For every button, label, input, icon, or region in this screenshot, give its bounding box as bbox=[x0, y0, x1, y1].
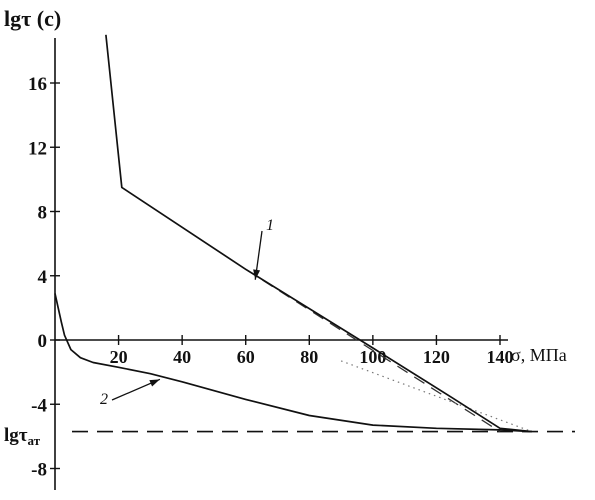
extrapolation-line bbox=[341, 361, 532, 432]
ticks: -8-4048121620406080100120140 bbox=[28, 74, 514, 481]
x-tick-label: 20 bbox=[110, 347, 128, 367]
callouts: 12 bbox=[100, 217, 274, 408]
y-tick-label: 16 bbox=[28, 74, 47, 95]
y-tick-label: 4 bbox=[38, 267, 48, 288]
y-axis-title: lgτ (c) bbox=[4, 6, 61, 31]
x-tick-label: 40 bbox=[173, 347, 191, 367]
callout-arrowhead bbox=[149, 379, 160, 386]
y-tick-label: -4 bbox=[31, 395, 47, 416]
series-label: 1 bbox=[266, 217, 274, 234]
x-tick-label: 140 bbox=[487, 347, 514, 367]
y-tick-label: -8 bbox=[31, 460, 47, 481]
y-tick-label: 12 bbox=[28, 138, 47, 159]
series-label: 2 bbox=[100, 391, 108, 408]
y-tick-label: 0 bbox=[38, 331, 48, 352]
asymptote-label: lgτат bbox=[4, 425, 41, 448]
y-tick-label: 8 bbox=[38, 203, 48, 224]
asymptote-label-sub: ат bbox=[28, 433, 41, 448]
x-tick-label: 120 bbox=[423, 347, 450, 367]
x-axis-title: σ, МПа bbox=[511, 345, 567, 365]
x-tick-label: 60 bbox=[237, 347, 255, 367]
series-line-1 bbox=[106, 35, 532, 432]
asymptote-label-main: lgτ bbox=[4, 425, 28, 446]
x-tick-label: 80 bbox=[300, 347, 318, 367]
series-group bbox=[55, 35, 532, 432]
